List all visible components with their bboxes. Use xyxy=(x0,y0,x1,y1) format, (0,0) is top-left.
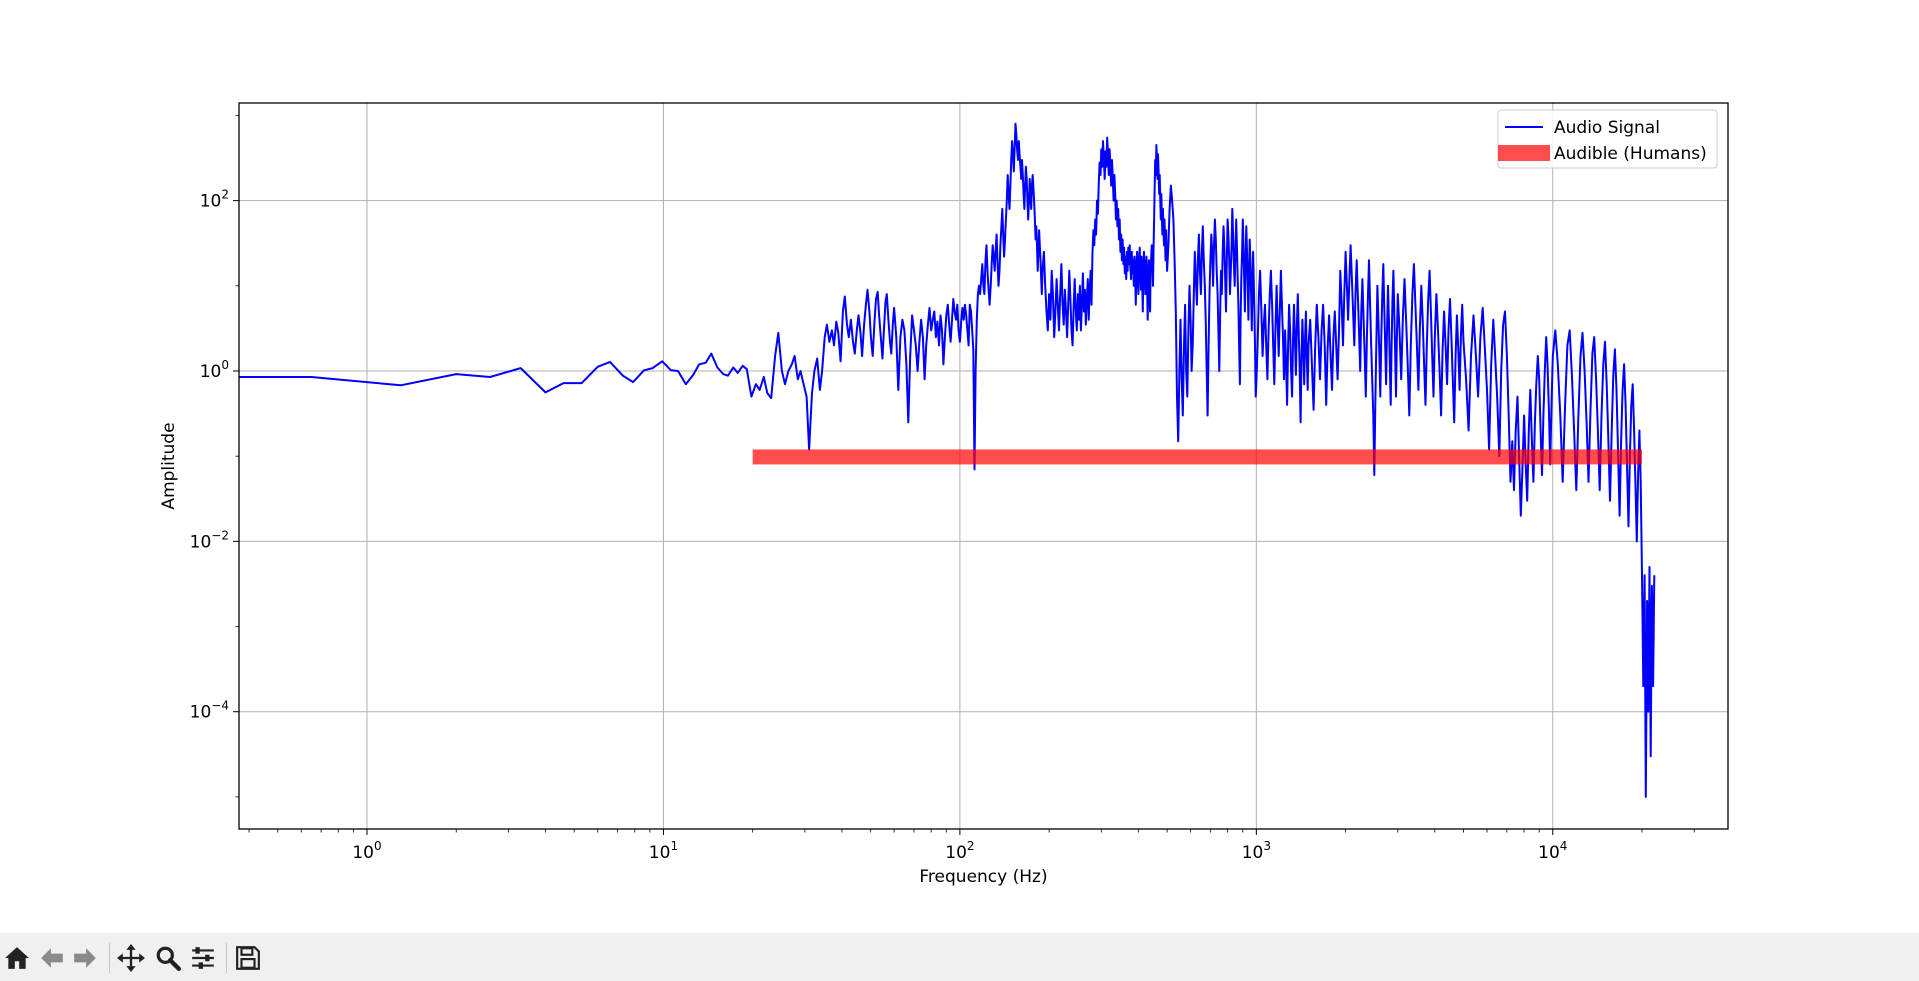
pan-button[interactable] xyxy=(114,941,148,975)
x-tick-label: 101 xyxy=(649,839,678,863)
toolbar-separator xyxy=(226,943,227,973)
toolbar-separator xyxy=(109,943,110,973)
series-layer xyxy=(239,122,1656,798)
x-tick-label: 100 xyxy=(352,839,381,863)
magnifier-icon xyxy=(156,946,181,971)
save-button[interactable] xyxy=(231,941,265,975)
y-tick-label: 100 xyxy=(200,358,229,382)
x-tick-label: 103 xyxy=(1242,839,1271,863)
audible-range-band xyxy=(752,449,1643,465)
back-button[interactable] xyxy=(35,941,69,975)
x-tick-label: 104 xyxy=(1538,839,1567,863)
sliders-icon xyxy=(192,947,214,969)
plot-frame xyxy=(238,102,1729,830)
arrow-left-icon xyxy=(41,948,63,968)
configure-button[interactable] xyxy=(186,941,220,975)
x-tick-label: 102 xyxy=(945,839,974,863)
forward-button[interactable] xyxy=(68,941,102,975)
home-icon xyxy=(5,947,29,969)
zoom-button[interactable] xyxy=(151,941,185,975)
grid-lines xyxy=(239,103,1728,829)
legend-label: Audio Signal xyxy=(1554,118,1660,138)
legend-band-swatch xyxy=(1498,145,1550,161)
audio-signal-line xyxy=(239,122,1656,798)
navigation-toolbar xyxy=(0,933,1919,981)
y-tick-label: 10−4 xyxy=(190,699,229,723)
legend-box xyxy=(1497,109,1718,169)
y-tick-label: 10−2 xyxy=(190,528,229,552)
legend-label: Audible (Humans) xyxy=(1554,144,1707,164)
chart-plot: 100 101 102 103 104 10−4 10−2 100 102 Frequency … xyxy=(159,102,1729,887)
floppy-disk-icon xyxy=(236,946,260,970)
arrow-right-icon xyxy=(74,948,96,968)
home-button[interactable] xyxy=(0,941,34,975)
legend: Audio Signal Audible (Humans) xyxy=(1497,109,1718,169)
axis-ticks: 100 101 102 103 104 10−4 10−2 100 102 xyxy=(190,115,1695,863)
y-tick-label: 102 xyxy=(200,188,229,212)
x-axis-label: Frequency (Hz) xyxy=(919,867,1047,887)
move-icon xyxy=(117,944,145,972)
y-axis-label: Amplitude xyxy=(159,422,179,509)
